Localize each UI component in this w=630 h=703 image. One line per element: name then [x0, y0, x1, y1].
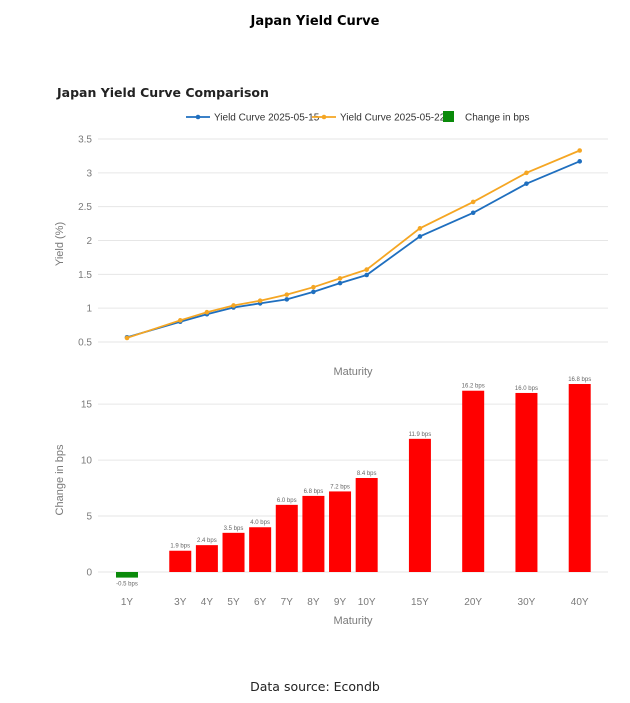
- series-2-point: [204, 309, 210, 315]
- bars: -0.5 bps 1Y 1.9 bps 3Y 2.4 bps 4Y 3.5 bps 5Y 4.0…: [116, 377, 591, 608]
- series-2-point: [470, 199, 476, 205]
- bar-15Y: [408, 438, 431, 572]
- lines: [124, 148, 583, 341]
- x-tick-label: 20Y: [464, 597, 482, 608]
- series-1-point: [417, 234, 423, 239]
- x-tick-label: 4Y: [201, 597, 214, 608]
- bar-8Y: [302, 495, 325, 572]
- line-y-tick-label: 1: [86, 304, 92, 315]
- series-line-2: [126, 149, 581, 339]
- series-1-point: [311, 289, 316, 295]
- line-chart-grid: 0.5 1 1.5 2 2.5 3 3.5: [78, 135, 608, 349]
- legend-label-change: Change in bps: [465, 113, 530, 124]
- bar-y-tick-label: 10: [81, 456, 93, 467]
- x-tick-label: 1Y: [121, 597, 134, 608]
- bar-data-label: 16.8 bps: [568, 377, 591, 383]
- bar-y-tick-label: 15: [81, 400, 93, 411]
- bar-40Y: [568, 384, 591, 572]
- bar-data-label: 6.8 bps: [304, 489, 324, 495]
- chart-title: Japan Yield Curve Comparison: [57, 85, 269, 100]
- bar-data-label: 3.5 bps: [224, 526, 244, 532]
- line-x-axis-title: Maturity: [333, 366, 373, 378]
- series-2-point: [311, 284, 316, 290]
- x-tick-label: 5Y: [227, 597, 240, 608]
- bar-data-label: 1.9 bps: [170, 544, 190, 550]
- x-tick-label: 40Y: [571, 597, 589, 608]
- bar-5Y: [222, 532, 245, 572]
- bar-data-label: 16.2 bps: [462, 384, 485, 390]
- series-2-point: [417, 226, 423, 231]
- bar-x-axis-title: Maturity: [333, 615, 373, 627]
- line-y-tick-label: 0.5: [78, 338, 92, 349]
- x-tick-label: 9Y: [334, 597, 347, 608]
- bar-20Y: [462, 390, 485, 572]
- x-tick-label: 7Y: [281, 597, 294, 608]
- x-tick-label: 8Y: [307, 597, 320, 608]
- bar-data-label: 8.4 bps: [357, 471, 377, 477]
- legend-marker-series-2: [321, 114, 327, 120]
- series-2-point: [124, 335, 130, 341]
- bar-data-label: 2.4 bps: [197, 538, 217, 544]
- axis-labels: Maturity Yield (%) Maturity Change in bps: [54, 222, 373, 627]
- bar-data-label: 11.9 bps: [409, 432, 432, 438]
- legend-label-series-1: Yield Curve 2025-05-15: [214, 113, 320, 124]
- bar-data-label: 4.0 bps: [250, 520, 270, 526]
- page-title: Japan Yield Curve: [250, 14, 380, 29]
- series-2-point: [284, 292, 290, 297]
- bar-9Y: [329, 491, 352, 572]
- bar-data-label: 16.0 bps: [515, 386, 538, 392]
- series-2-point: [524, 170, 529, 176]
- line-y-axis-title: Yield (%): [54, 222, 66, 266]
- series-1-point: [524, 181, 529, 186]
- legend-swatch-change: [443, 111, 454, 122]
- legend-label-series-2: Yield Curve 2025-05-22: [340, 113, 446, 124]
- bar-30Y: [515, 392, 538, 572]
- series-2-point: [337, 276, 343, 281]
- data-source: Data source: Econdb: [250, 679, 380, 694]
- bar-3Y: [169, 550, 192, 572]
- bar-data-label: 7.2 bps: [330, 484, 350, 490]
- bar-10Y: [355, 478, 378, 572]
- series-2-point: [231, 303, 236, 308]
- bar-y-tick-label: 0: [86, 568, 92, 579]
- series-1-point: [577, 159, 583, 164]
- line-y-tick-label: 2.5: [78, 202, 92, 213]
- line-y-tick-label: 3.5: [78, 135, 92, 146]
- series-1-point: [364, 272, 369, 278]
- series-2-point: [577, 148, 583, 153]
- bar-1Y: [116, 572, 138, 578]
- series-2-point: [364, 267, 369, 272]
- bar-6Y: [249, 527, 272, 572]
- series-2-point: [257, 298, 263, 304]
- bar-data-label: -0.5 bps: [116, 582, 138, 588]
- x-tick-label: 10Y: [358, 597, 376, 608]
- line-y-tick-label: 3: [86, 168, 92, 179]
- bar-4Y: [195, 545, 218, 572]
- series-1-point: [337, 280, 343, 286]
- line-y-tick-label: 2: [86, 236, 92, 247]
- bar-y-axis-title: Change in bps: [54, 444, 66, 515]
- series-line-1: [126, 160, 581, 339]
- x-tick-label: 30Y: [518, 597, 536, 608]
- series-1-point: [284, 297, 290, 302]
- x-tick-label: 6Y: [254, 597, 267, 608]
- bar-y-tick-label: 5: [86, 512, 92, 523]
- x-tick-label: 3Y: [174, 597, 187, 608]
- x-tick-label: 15Y: [411, 597, 429, 608]
- series-1-point: [470, 210, 476, 216]
- line-y-tick-label: 1.5: [78, 270, 92, 281]
- series-2-point: [177, 318, 183, 323]
- bar-data-label: 6.0 bps: [277, 498, 297, 504]
- legend: Yield Curve 2025-05-15 Yield Curve 2025-0…: [186, 111, 530, 124]
- bar-7Y: [275, 504, 298, 572]
- legend-marker-series-1: [195, 114, 201, 120]
